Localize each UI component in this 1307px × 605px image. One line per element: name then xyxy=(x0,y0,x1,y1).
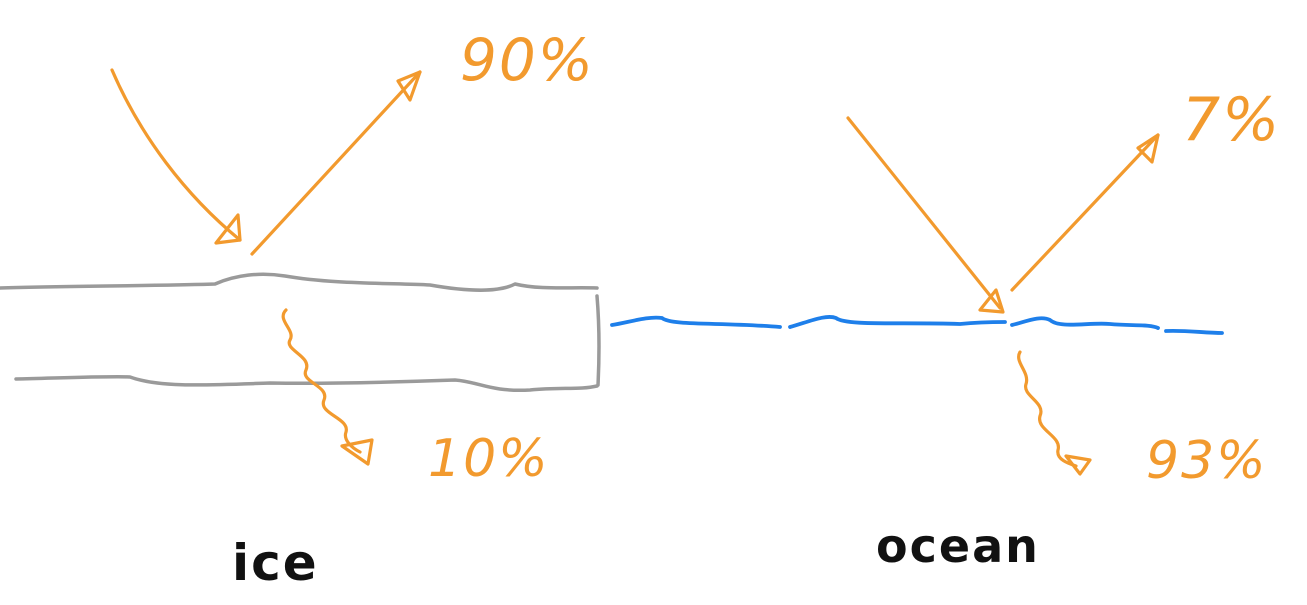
ice-absorbed-arrow xyxy=(281,308,374,466)
ice-label: ice xyxy=(232,534,319,592)
ocean-absorbed-label: 93% xyxy=(1146,431,1268,491)
ocean-incoming-arrow xyxy=(846,116,1005,314)
ocean-absorbed-arrow xyxy=(1017,350,1092,476)
ice-reflected-label: 90% xyxy=(460,26,595,94)
ice-absorbed-label: 10% xyxy=(428,429,550,489)
ice-slab xyxy=(0,272,601,392)
ice-slab-right-edge xyxy=(595,294,601,387)
ocean-surface xyxy=(610,315,1224,335)
ocean-label: ocean xyxy=(876,519,1040,573)
ice-slab-top-edge xyxy=(0,272,599,292)
ice-slab-bottom-edge xyxy=(14,374,599,392)
ocean-section: 7% 93% ocean xyxy=(610,85,1281,573)
ocean-reflected-label: 7% xyxy=(1182,85,1281,155)
ice-incoming-arrow xyxy=(110,68,242,245)
ice-reflected-arrow xyxy=(250,70,422,256)
ice-section: 90% 10% ice xyxy=(0,26,601,592)
ocean-reflected-arrow xyxy=(1010,133,1160,292)
